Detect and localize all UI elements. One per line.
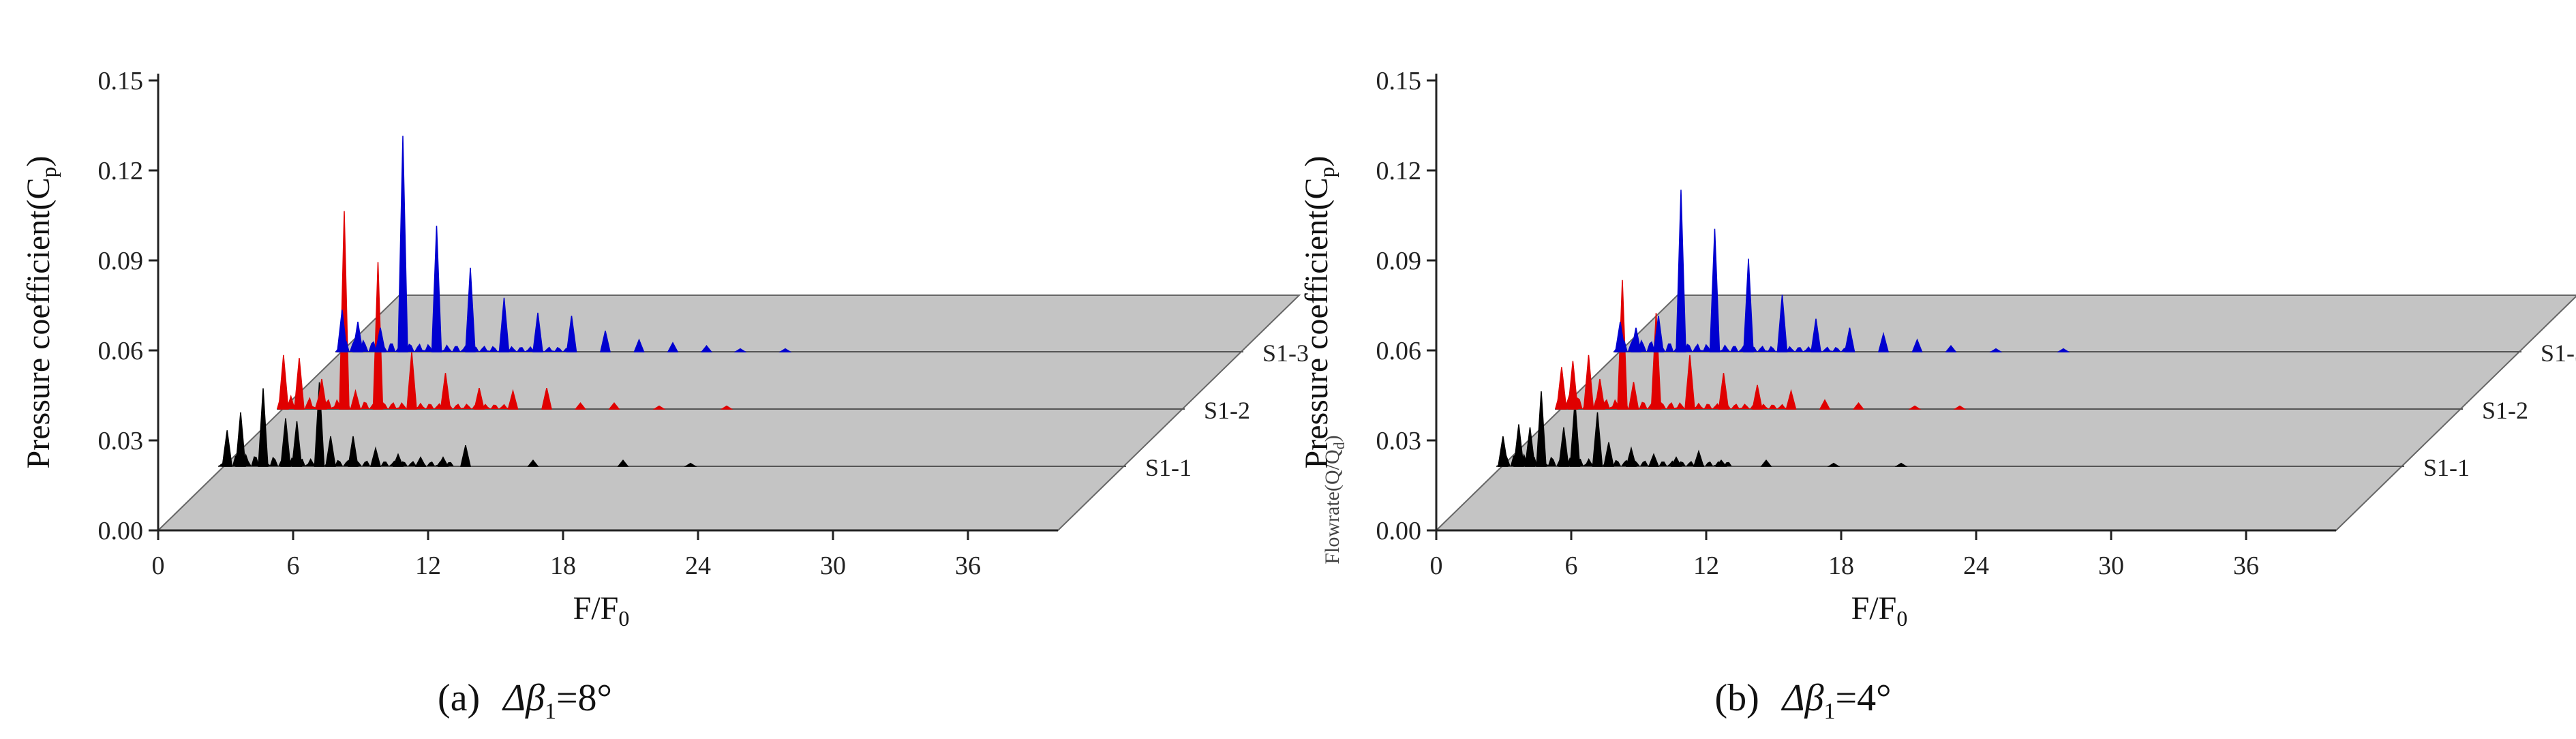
series-S1-3 [335,136,792,352]
spectral-peak [1760,459,1772,467]
x-tick-label: 0 [1430,552,1443,580]
floor-plane [1434,295,2576,531]
spectral-peak [617,459,629,467]
spectral-peak [1945,344,1957,352]
spectral-peak [2057,348,2070,352]
y-tick-label: 0.03 [1376,427,1422,455]
spectral-peak [1709,228,1721,352]
x-tick-label: 12 [415,552,441,580]
y-tick-label: 0.00 [1376,517,1422,545]
spectral-peak [667,342,679,352]
spectral-peak [733,348,747,352]
spectral-peak [778,348,792,352]
spectral-peak [652,405,666,410]
spectral-peak [700,344,713,352]
series-label: S1-3 [2541,340,2576,367]
series-S1-1 [1496,391,1908,467]
spectral-noise-fill [277,394,513,409]
spectral-peak [1911,338,1923,352]
spectral-noise-fill [1496,451,1733,466]
spectral-noise-fill [1613,337,1850,352]
y-tick-label: 0.06 [98,337,144,365]
x-axis-label: F/F0 [1851,590,1908,631]
spectral-peak [1827,462,1840,467]
x-tick-label: 30 [820,552,846,580]
spectral-peak [431,226,442,352]
spectral-peak [608,402,620,410]
chart-panel-b: 0.00 0.03 0.06 0.09 0.12 0.15 0 6 12 18 24 30 36 F/F0… [1299,67,2576,724]
x-tick-label: 18 [550,552,576,580]
x-tick-label: 36 [955,552,981,580]
series-label: S1-2 [2482,397,2528,424]
spectral-peak [1908,405,1922,410]
depth-axis-label: Flowrate(Q/Qd) [1321,435,1348,564]
x-tick-label: 30 [2098,552,2124,580]
spectral-noise-fill [1555,394,1791,409]
spectral-noise-fill [335,337,572,352]
x-tick-label: 6 [287,552,300,580]
y-tick-label: 0.12 [1376,157,1422,185]
y-tick-label: 0.09 [98,247,144,275]
spectral-peak [1676,190,1686,352]
panel-caption: (a) Δβ1=8° [438,677,612,724]
series-S1-3 [1613,190,2070,352]
spectral-peak [720,405,733,410]
x-tick-label: 12 [1693,552,1719,580]
spectral-peak [684,462,697,467]
x-tick-label: 36 [2233,552,2259,580]
spectral-peak [541,388,552,410]
spectral-peak [460,445,471,467]
y-tick-label: 0.15 [1376,67,1422,95]
y-tick-label: 0.03 [98,427,144,455]
spectral-peak [397,136,408,352]
x-tick-label: 6 [1565,552,1578,580]
chart-panel-a: 0.00 0.03 0.06 0.09 0.12 0.15 0 6 12 18 24 30 36 F/F0… [20,67,1348,724]
y-tick-label: 0.09 [1376,247,1422,275]
y-tick-label: 0.06 [1376,337,1422,365]
y-tick-label: 0.12 [98,157,144,185]
spectral-peak [1989,348,2003,352]
series-label: S1-2 [1204,397,1250,424]
x-tick-label: 18 [1828,552,1854,580]
series-label: S1-1 [1145,454,1192,481]
x-tick-label: 24 [685,552,711,580]
spectral-peak [600,331,611,352]
spectral-peak [1894,462,1908,467]
spectral-peak [1819,399,1831,410]
y-axis-label: Pressure coefficient(Cp) [1299,156,1339,469]
spectral-peak [1852,402,1865,410]
series-label: S1-3 [1262,340,1309,367]
y-tick-label: 0.00 [98,517,144,545]
y-axis-label: Pressure coefficient(Cp) [20,156,61,469]
series-S1-1 [218,382,697,467]
floor-plane [156,295,1301,531]
panel-caption: (b) Δβ1=4° [1714,677,1891,724]
y-tick-label: 0.15 [98,67,144,95]
x-axis-label: F/F0 [573,590,630,631]
spectral-peak [633,338,645,352]
x-tick-label: 24 [1963,552,1989,580]
series-label: S1-1 [2423,454,2470,481]
x-tick-label: 0 [152,552,165,580]
spectral-noise-fill [218,451,455,466]
spectral-peak [1878,331,1889,352]
spectral-peak [1953,405,1967,410]
series-S1-2 [277,211,733,410]
spectral-peak [339,211,350,410]
spectral-peak [527,459,539,467]
spectral-peak [574,402,587,410]
